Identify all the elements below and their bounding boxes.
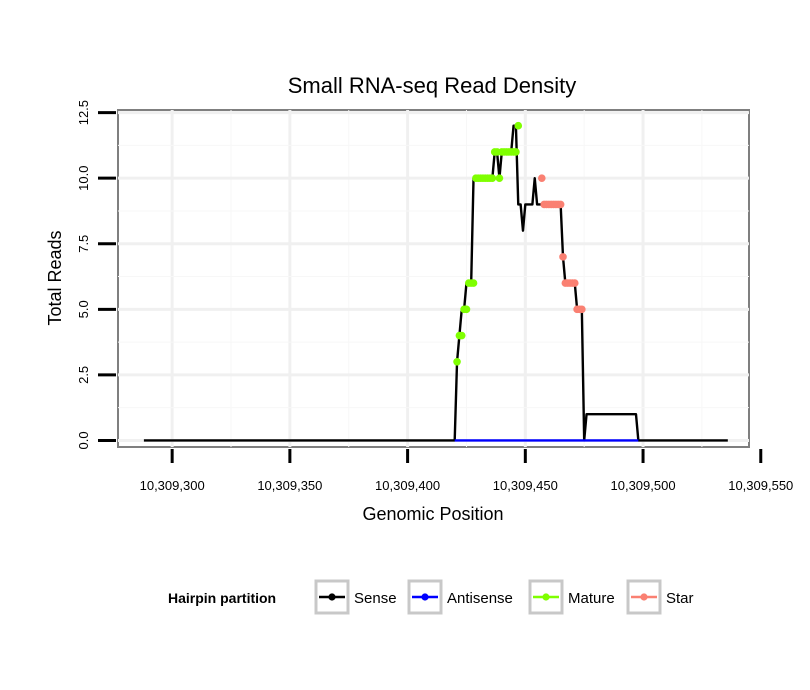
x-axis-label: Genomic Position xyxy=(362,504,503,524)
x-axis: 10,309,300 10,309,350 10,309,400 10,309,450… xyxy=(140,449,793,493)
y-tick-label: 0.0 xyxy=(76,431,91,449)
x-tick-label: 10,309,300 xyxy=(140,478,205,493)
data-point-mature xyxy=(495,174,504,182)
y-axis-label: Total Reads xyxy=(45,230,65,325)
data-point-mature xyxy=(462,305,471,314)
legend: Hairpin partition Sense Antisense Mature St… xyxy=(168,579,694,615)
x-tick-label: 10,309,500 xyxy=(611,478,676,493)
data-point-mature xyxy=(457,331,466,340)
y-tick-label: 12.5 xyxy=(76,100,91,125)
data-point-star xyxy=(538,174,546,182)
chart-title: Small RNA-seq Read Density xyxy=(288,73,577,98)
data-point-mature xyxy=(514,121,523,130)
legend-label: Star xyxy=(666,590,694,607)
legend-key-dot xyxy=(640,593,648,601)
legend-key-dot xyxy=(542,593,550,601)
legend-item-mature: Mature xyxy=(528,579,615,615)
data-point-mature xyxy=(469,279,478,287)
y-tick-label: 2.5 xyxy=(76,366,91,384)
legend-item-sense: Sense xyxy=(314,579,397,615)
legend-title: Hairpin partition xyxy=(168,590,276,606)
data-point-star xyxy=(559,253,567,261)
legend-key-dot xyxy=(328,593,336,601)
y-tick-label: 7.5 xyxy=(76,235,91,253)
x-tick-label: 10,309,550 xyxy=(728,478,793,493)
data-point-mature xyxy=(453,357,461,366)
plot-panel-border xyxy=(117,109,750,448)
legend-item-antisense: Antisense xyxy=(407,579,513,615)
data-point-star xyxy=(556,200,565,209)
data-point-star xyxy=(578,305,586,314)
legend-label: Antisense xyxy=(447,590,513,607)
y-tick-label: 10.0 xyxy=(76,166,91,191)
y-tick-label: 5.0 xyxy=(76,300,91,318)
legend-item-star: Star xyxy=(626,579,694,615)
legend-key-dot xyxy=(421,593,429,601)
legend-label: Mature xyxy=(568,590,615,607)
x-tick-label: 10,309,450 xyxy=(493,478,558,493)
data-point-mature xyxy=(488,174,497,182)
x-tick-label: 10,309,400 xyxy=(375,478,440,493)
data-point-star xyxy=(570,279,579,287)
y-axis: 0.0 2.5 5.0 7.5 10.0 12.5 xyxy=(76,100,116,449)
legend-label: Sense xyxy=(354,590,397,607)
data-point-mature xyxy=(512,148,520,156)
series-layer xyxy=(143,121,728,442)
x-tick-label: 10,309,350 xyxy=(257,478,322,493)
